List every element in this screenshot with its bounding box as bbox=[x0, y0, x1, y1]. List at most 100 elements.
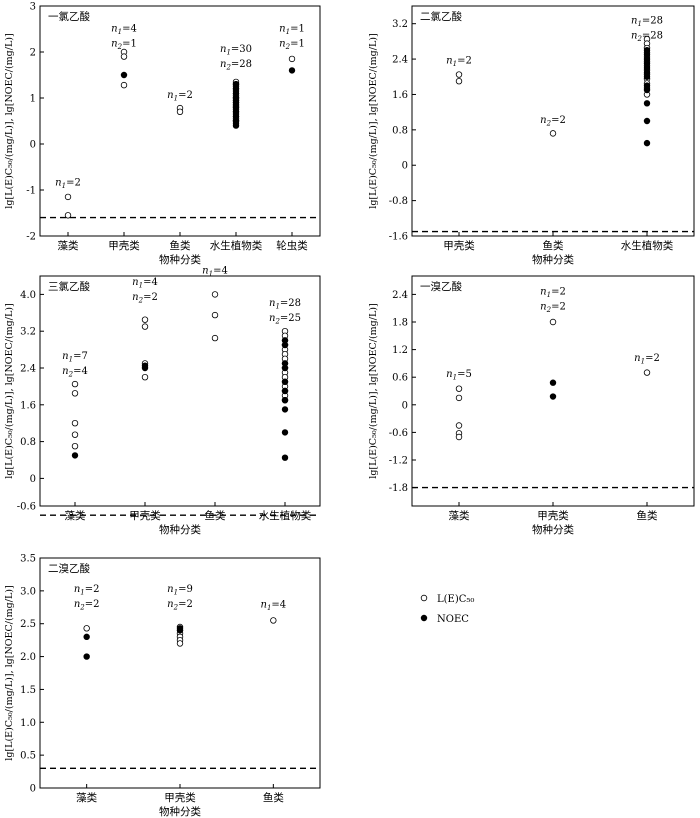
y-tick-label: 0.8 bbox=[392, 125, 408, 136]
category-label: 水生植物类 bbox=[210, 239, 263, 252]
sample-size-label: n1=4 bbox=[111, 23, 137, 36]
lec50-point bbox=[141, 374, 149, 381]
lec50-point bbox=[549, 130, 557, 137]
y-tick-label: 1.2 bbox=[392, 345, 408, 356]
y-tick-label: 1.6 bbox=[20, 400, 36, 411]
y-axis-title: lg[L(E)C₅₀/(mg/L)], lg[NOEC/(mg/L)] bbox=[4, 33, 15, 208]
lec50-point bbox=[64, 212, 72, 219]
lec50-point bbox=[211, 291, 219, 298]
y-tick-label: 0 bbox=[402, 161, 408, 172]
y-tick-label: 0 bbox=[30, 784, 36, 795]
y-tick-label: 0.5 bbox=[20, 751, 36, 762]
plot-frame bbox=[39, 5, 321, 237]
sample-size-label: n1=9 bbox=[167, 584, 193, 597]
sample-size-label: n1=2 bbox=[167, 90, 193, 103]
category-label: 鱼类 bbox=[543, 239, 564, 252]
category-label: 水生植物类 bbox=[621, 239, 674, 252]
y-axis-title: lg[L(E)C₅₀/(mg/L)], lg[NOEC/(mg/L)] bbox=[368, 303, 379, 478]
plot-frame bbox=[39, 275, 321, 507]
y-tick-label: 3 bbox=[30, 2, 36, 13]
category-label: 鱼类 bbox=[637, 509, 658, 522]
lec50-point bbox=[549, 318, 557, 326]
panel-title: 一氯乙酸 bbox=[48, 10, 90, 23]
sample-size-label: n1=5 bbox=[446, 369, 472, 382]
lec50-point bbox=[270, 617, 277, 624]
category-label: 鱼类 bbox=[263, 791, 284, 804]
sample-size-label: n2=2 bbox=[540, 301, 566, 314]
legend-label-noec: NOEC bbox=[437, 614, 469, 625]
y-tick-label: 2.4 bbox=[392, 55, 408, 66]
noec-point bbox=[281, 378, 289, 385]
y-tick-label: -1.6 bbox=[389, 232, 408, 243]
x-axis-title: 物种分类 bbox=[159, 253, 201, 266]
y-tick-label: 0.6 bbox=[392, 373, 408, 384]
sample-size-label: n1=2 bbox=[74, 584, 100, 597]
category-label: 藻类 bbox=[76, 791, 97, 804]
category-label: 鱼类 bbox=[170, 239, 191, 252]
sample-size-label: n1=4 bbox=[132, 277, 158, 290]
sample-size-label: n1=30 bbox=[220, 44, 252, 57]
lec50-point bbox=[455, 433, 463, 441]
y-tick-label: 0.8 bbox=[20, 437, 36, 448]
panel-title: 二氯乙酸 bbox=[420, 10, 462, 23]
sample-size-label: n1=2 bbox=[634, 353, 660, 366]
sample-size-label: n1=2 bbox=[540, 286, 566, 299]
noec-point bbox=[643, 139, 651, 147]
y-tick-label: -2 bbox=[26, 232, 36, 243]
y-tick-label: -1.2 bbox=[389, 456, 408, 467]
lec50-point bbox=[120, 81, 128, 89]
sample-size-label: n2=25 bbox=[269, 313, 301, 326]
x-axis-title: 物种分类 bbox=[159, 523, 201, 536]
sample-size-label: n2=2 bbox=[540, 115, 566, 128]
noec-point bbox=[83, 653, 90, 660]
sample-size-label: n2=1 bbox=[111, 38, 137, 51]
sample-size-label: n1=7 bbox=[62, 351, 88, 364]
lec50-point bbox=[211, 311, 219, 319]
y-tick-label: 3.0 bbox=[20, 586, 36, 597]
y-tick-label: -1.8 bbox=[389, 483, 408, 494]
legend-marker-lec50 bbox=[420, 594, 428, 602]
y-tick-label: 1.6 bbox=[392, 90, 408, 101]
y-tick-label: 2 bbox=[30, 48, 36, 59]
lec50-point bbox=[71, 380, 79, 388]
sample-size-label: n2=2 bbox=[167, 599, 193, 612]
lec50-point bbox=[211, 334, 219, 342]
y-tick-label: 2.4 bbox=[20, 364, 36, 375]
chart-panel-3: -0.600.81.62.43.24.0藻类 甲壳类 鱼类 水生植物类物种分类lg[L… bbox=[4, 266, 321, 536]
sample-size-label: n1=2 bbox=[446, 56, 472, 69]
lec50-point bbox=[455, 385, 463, 392]
noec-point bbox=[232, 122, 240, 129]
noec-point bbox=[549, 393, 557, 400]
y-tick-label: 1 bbox=[30, 94, 36, 105]
y-tick-label: 3.5 bbox=[20, 554, 36, 565]
noec-point bbox=[71, 452, 79, 459]
category-label: 甲壳类 bbox=[164, 791, 196, 804]
y-tick-label: 1.8 bbox=[392, 318, 408, 329]
lec50-point bbox=[71, 431, 79, 438]
y-tick-label: 3.2 bbox=[20, 327, 36, 338]
noec-point bbox=[643, 86, 651, 94]
noec-point bbox=[643, 73, 651, 80]
lec50-point bbox=[83, 625, 90, 632]
noec-point bbox=[643, 117, 651, 125]
category-label: 甲壳类 bbox=[537, 509, 569, 522]
lec50-point bbox=[455, 71, 463, 78]
noec-point bbox=[643, 100, 651, 107]
panel-title: 二溴乙酸 bbox=[48, 562, 90, 575]
y-tick-label: 2.0 bbox=[20, 652, 36, 663]
x-axis-title: 物种分类 bbox=[532, 253, 574, 266]
noec-point bbox=[549, 379, 557, 386]
lec50-point bbox=[71, 390, 79, 397]
category-label: 轮虫类 bbox=[276, 239, 308, 252]
legend-label-lec50: L(E)C₅₀ bbox=[437, 594, 474, 605]
sample-size-label: n1=2 bbox=[55, 177, 81, 190]
lec50-point bbox=[71, 443, 79, 450]
lec50-point bbox=[176, 108, 184, 115]
x-axis-title: 物种分类 bbox=[159, 805, 201, 818]
panel-title: 三氯乙酸 bbox=[48, 280, 90, 293]
sample-size-label: n2=1 bbox=[279, 38, 305, 51]
